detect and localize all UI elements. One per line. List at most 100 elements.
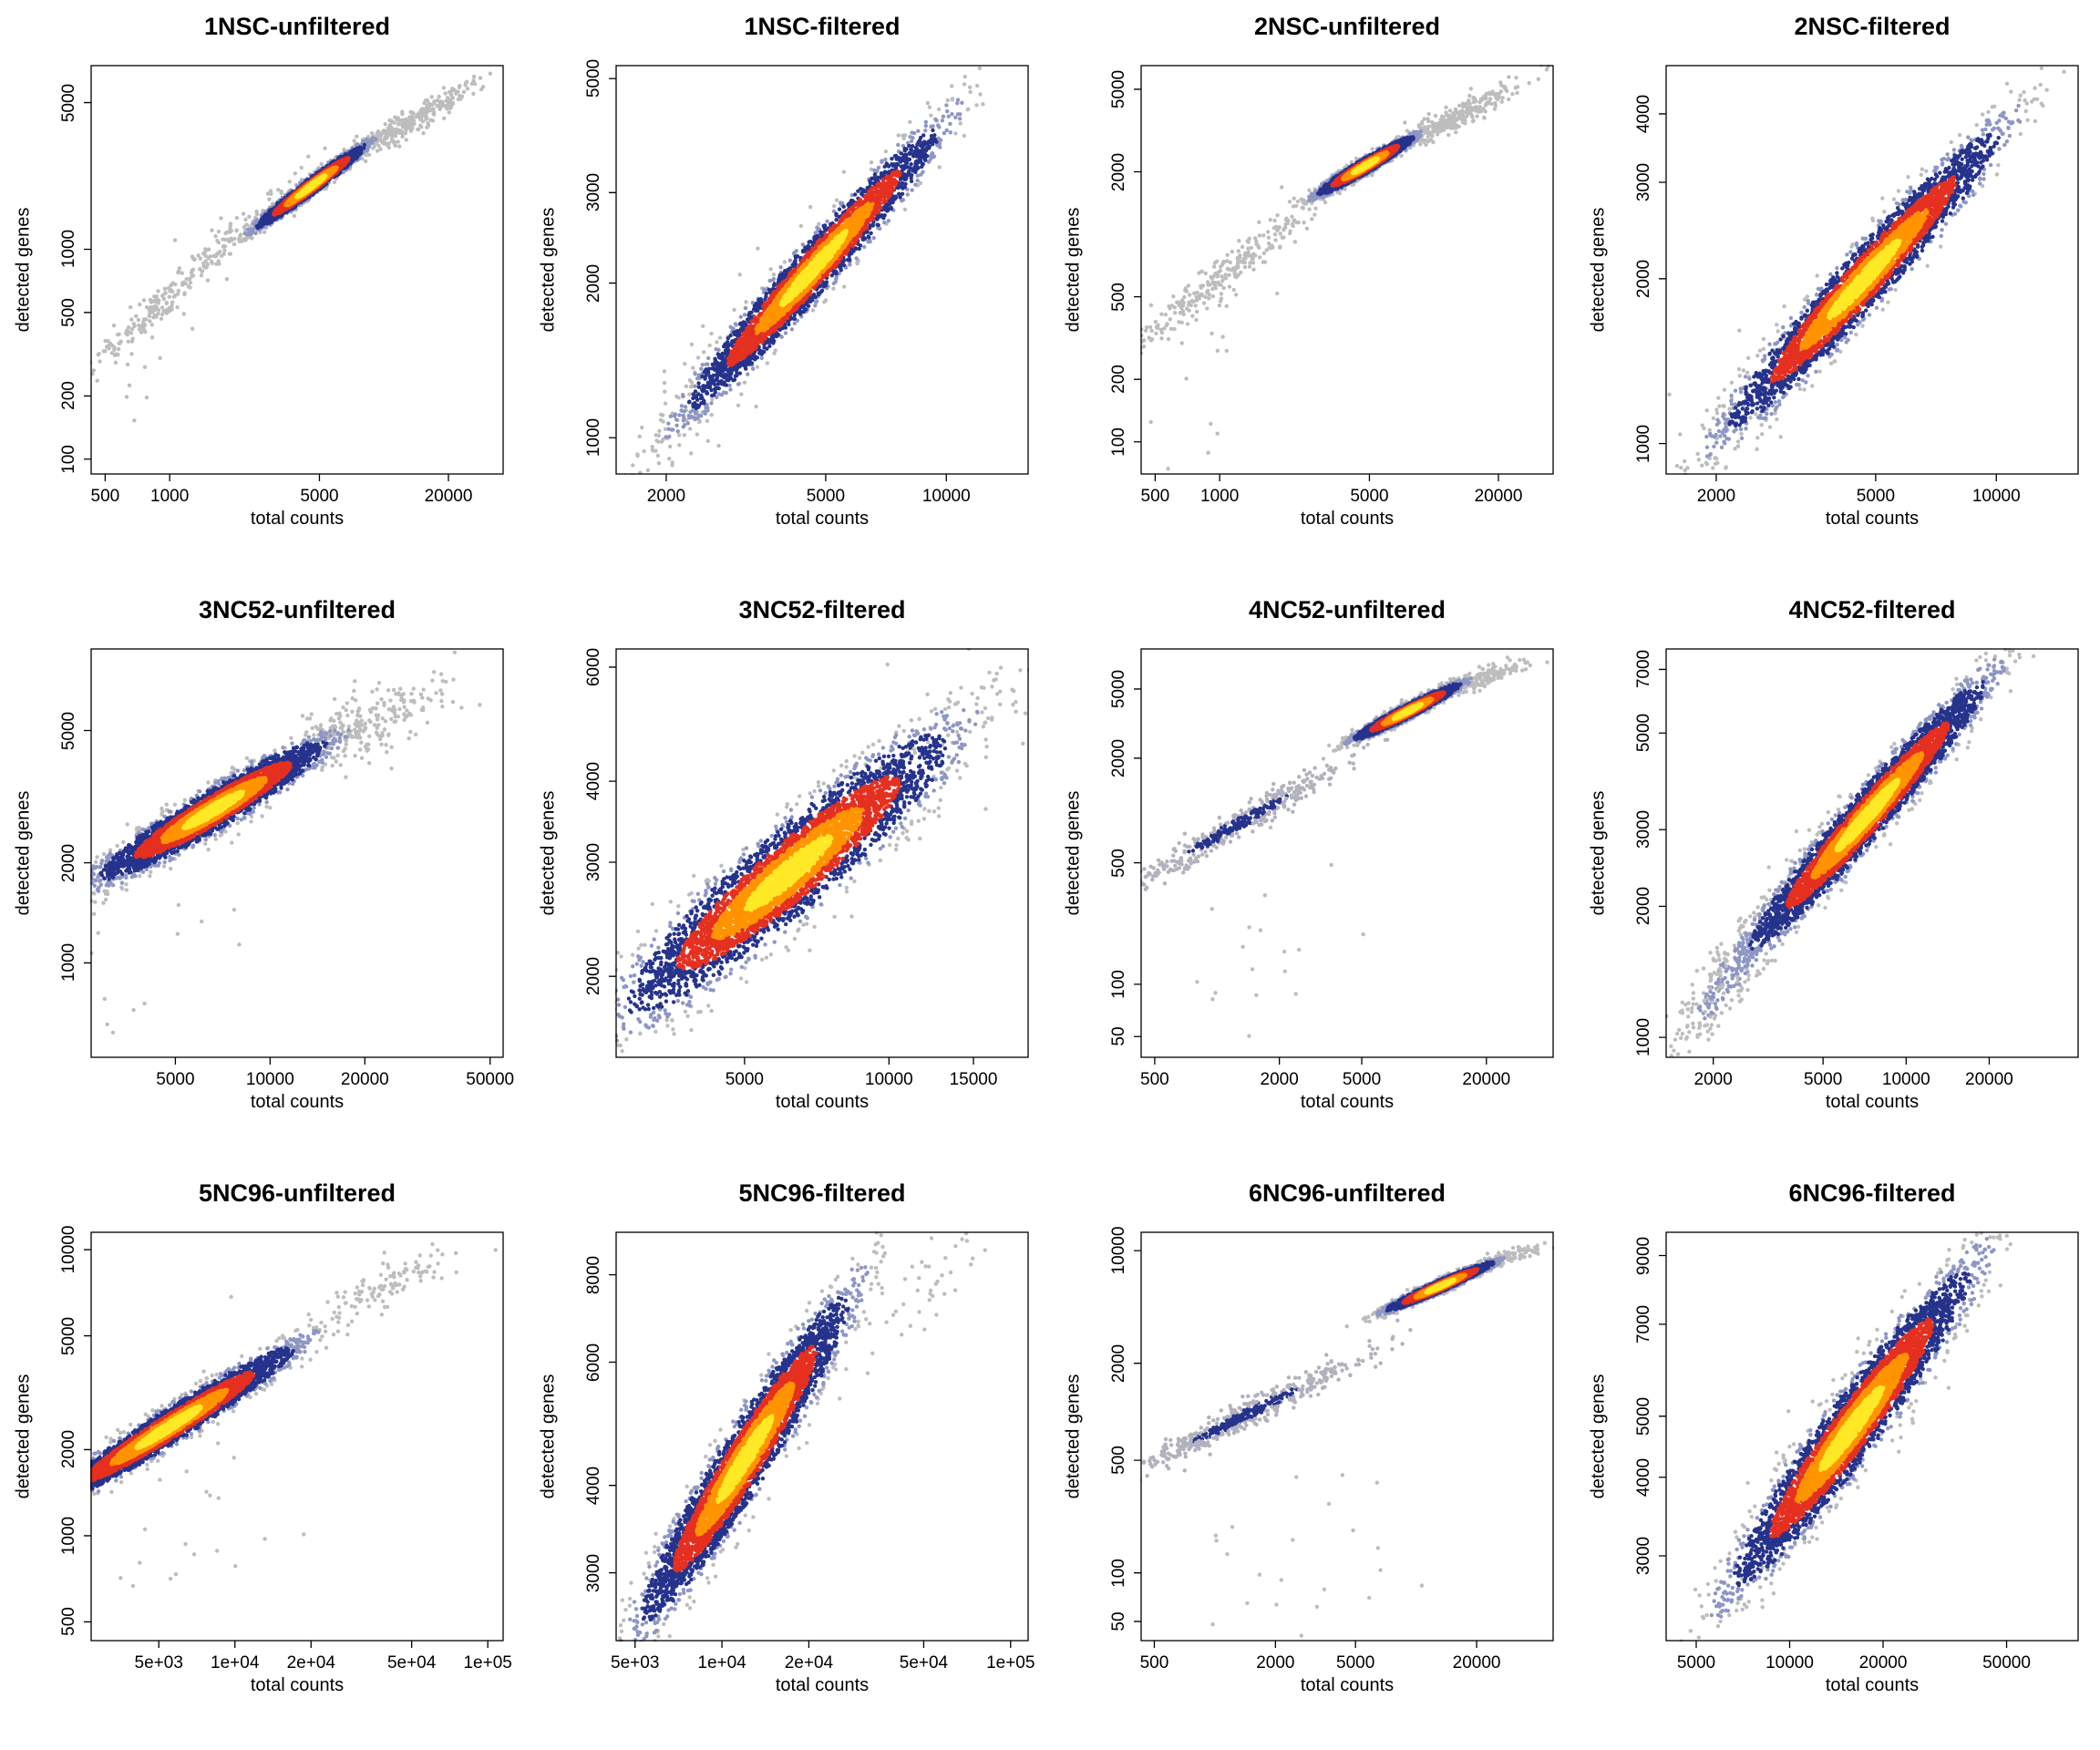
y-tick-label: 2000 <box>1634 887 1653 926</box>
x-tick-label: 20000 <box>1858 1653 1908 1673</box>
x-tick-label: 1e+04 <box>697 1653 746 1673</box>
panel-title: 2NSC-unfiltered <box>1253 13 1441 40</box>
x-tick-label: 10000 <box>1881 1070 1930 1089</box>
y-tick-label: 2000 <box>1109 738 1128 777</box>
scatter-panel-1: 1NSC-unfiltered total counts detected gene… <box>0 0 525 583</box>
y-tick-label: 5000 <box>1634 714 1653 753</box>
scatter-canvas <box>0 0 525 583</box>
y-tick-label: 1000 <box>1634 424 1653 463</box>
y-tick-label: 500 <box>59 1607 78 1637</box>
panel-title: 5NC96-filtered <box>738 1179 906 1207</box>
y-axis-label: detected genes <box>13 207 34 333</box>
x-tick-label: 5000 <box>1676 1653 1716 1673</box>
y-axis-label: detected genes <box>1063 207 1084 333</box>
y-axis-label: detected genes <box>1588 790 1609 916</box>
scatter-canvas <box>0 583 525 1167</box>
x-tick-label: 500 <box>1139 1653 1169 1673</box>
y-axis-label: detected genes <box>1588 1374 1609 1499</box>
y-tick-label: 2000 <box>584 263 603 303</box>
x-tick-label: 5000 <box>156 1070 195 1089</box>
scatter-panel-5: 3NC52-unfiltered total counts detected gen… <box>0 583 525 1167</box>
scatter-panel-2: 1NSC-filtered total counts detected genes 2… <box>525 0 1050 583</box>
y-tick-label: 1000 <box>584 418 603 458</box>
y-tick-label: 5000 <box>59 1316 78 1355</box>
y-tick-label: 4000 <box>584 1466 603 1505</box>
x-tick-label: 10000 <box>864 1070 913 1089</box>
y-tick-label: 500 <box>1109 282 1128 312</box>
scatter-panel-10: 5NC96-filtered total counts detected genes… <box>525 1167 1050 1750</box>
x-tick-label: 1e+05 <box>986 1653 1035 1673</box>
x-axis-label: total counts <box>250 1092 345 1112</box>
y-tick-label: 200 <box>59 381 78 411</box>
y-axis-label: detected genes <box>1063 1374 1084 1499</box>
x-tick-label: 500 <box>90 487 120 506</box>
x-axis-label: total counts <box>250 1675 345 1695</box>
x-tick-label: 1e+04 <box>211 1653 260 1673</box>
x-tick-label: 2000 <box>1693 1070 1733 1089</box>
x-axis-label: total counts <box>775 509 870 529</box>
y-axis-label: detected genes <box>13 790 34 916</box>
x-tick-label: 5000 <box>1856 487 1896 506</box>
y-tick-label: 4000 <box>1634 94 1653 134</box>
y-tick-label: 1000 <box>59 943 78 983</box>
y-tick-label: 100 <box>1109 970 1128 999</box>
scatter-panel-9: 5NC96-unfiltered total counts detected gen… <box>0 1167 525 1750</box>
x-axis-label: total counts <box>1825 1092 1920 1112</box>
scatter-canvas <box>1575 0 2100 583</box>
y-axis-label: detected genes <box>1588 207 1609 333</box>
x-axis-label: total counts <box>1300 509 1395 529</box>
y-tick-label: 500 <box>1109 1446 1128 1475</box>
panel-title: 1NSC-filtered <box>744 13 901 40</box>
y-tick-label: 2000 <box>1109 152 1128 191</box>
y-tick-label: 1000 <box>1634 1018 1653 1057</box>
y-tick-label: 2000 <box>584 957 603 996</box>
panel-title: 1NSC-unfiltered <box>203 13 391 40</box>
y-tick-label: 3000 <box>584 842 603 882</box>
x-tick-label: 2e+04 <box>784 1653 834 1673</box>
scatter-panel-7: 4NC52-unfiltered total counts detected gen… <box>1050 583 1575 1167</box>
y-tick-label: 5000 <box>59 83 78 122</box>
x-tick-label: 5000 <box>1350 487 1389 506</box>
scatter-canvas <box>1575 583 2100 1167</box>
y-tick-label: 200 <box>1109 365 1128 395</box>
x-tick-label: 5000 <box>300 487 339 506</box>
x-axis-label: total counts <box>1300 1092 1395 1112</box>
y-tick-label: 6000 <box>584 1343 603 1382</box>
x-tick-label: 20000 <box>340 1070 389 1089</box>
x-axis-label: total counts <box>1825 509 1920 529</box>
scatter-panel-11: 6NC96-unfiltered total counts detected gen… <box>1050 1167 1575 1750</box>
y-tick-label: 4000 <box>584 761 603 801</box>
y-tick-label: 5000 <box>1109 69 1128 109</box>
y-tick-label: 5000 <box>584 59 603 98</box>
x-tick-label: 2000 <box>1260 1070 1299 1089</box>
x-tick-label: 5e+04 <box>899 1653 949 1673</box>
y-axis-label: detected genes <box>1063 790 1084 916</box>
x-tick-label: 5e+03 <box>134 1653 183 1673</box>
x-tick-label: 5e+03 <box>611 1653 660 1673</box>
scatter-panel-3: 2NSC-unfiltered total counts detected gene… <box>1050 0 1575 583</box>
x-tick-label: 10000 <box>1765 1653 1814 1673</box>
y-axis-label: detected genes <box>538 1374 559 1499</box>
x-tick-label: 1e+05 <box>463 1653 512 1673</box>
y-axis-label: detected genes <box>538 207 559 333</box>
x-tick-label: 5e+04 <box>386 1653 437 1673</box>
y-tick-label: 2000 <box>1634 259 1653 298</box>
y-tick-label: 50 <box>1109 1611 1128 1632</box>
scatter-canvas <box>0 1167 525 1750</box>
panel-title: 2NSC-filtered <box>1794 13 1951 40</box>
x-tick-label: 20000 <box>1965 1070 2013 1089</box>
scatter-panel-8: 4NC52-filtered total counts detected genes… <box>1575 583 2100 1167</box>
y-tick-label: 500 <box>1109 848 1128 878</box>
x-tick-label: 5000 <box>725 1070 764 1089</box>
y-axis-label: detected genes <box>538 790 559 916</box>
y-tick-label: 2000 <box>59 1430 78 1469</box>
y-tick-label: 5000 <box>59 711 78 750</box>
y-tick-label: 3000 <box>1634 162 1653 202</box>
x-tick-label: 20000 <box>1462 1070 1511 1089</box>
scatter-canvas <box>1575 1167 2100 1750</box>
x-tick-label: 50000 <box>1982 1653 2031 1673</box>
x-tick-label: 2000 <box>1696 487 1736 506</box>
panel-title: 3NC52-filtered <box>738 596 906 623</box>
y-tick-label: 3000 <box>1634 1536 1653 1576</box>
